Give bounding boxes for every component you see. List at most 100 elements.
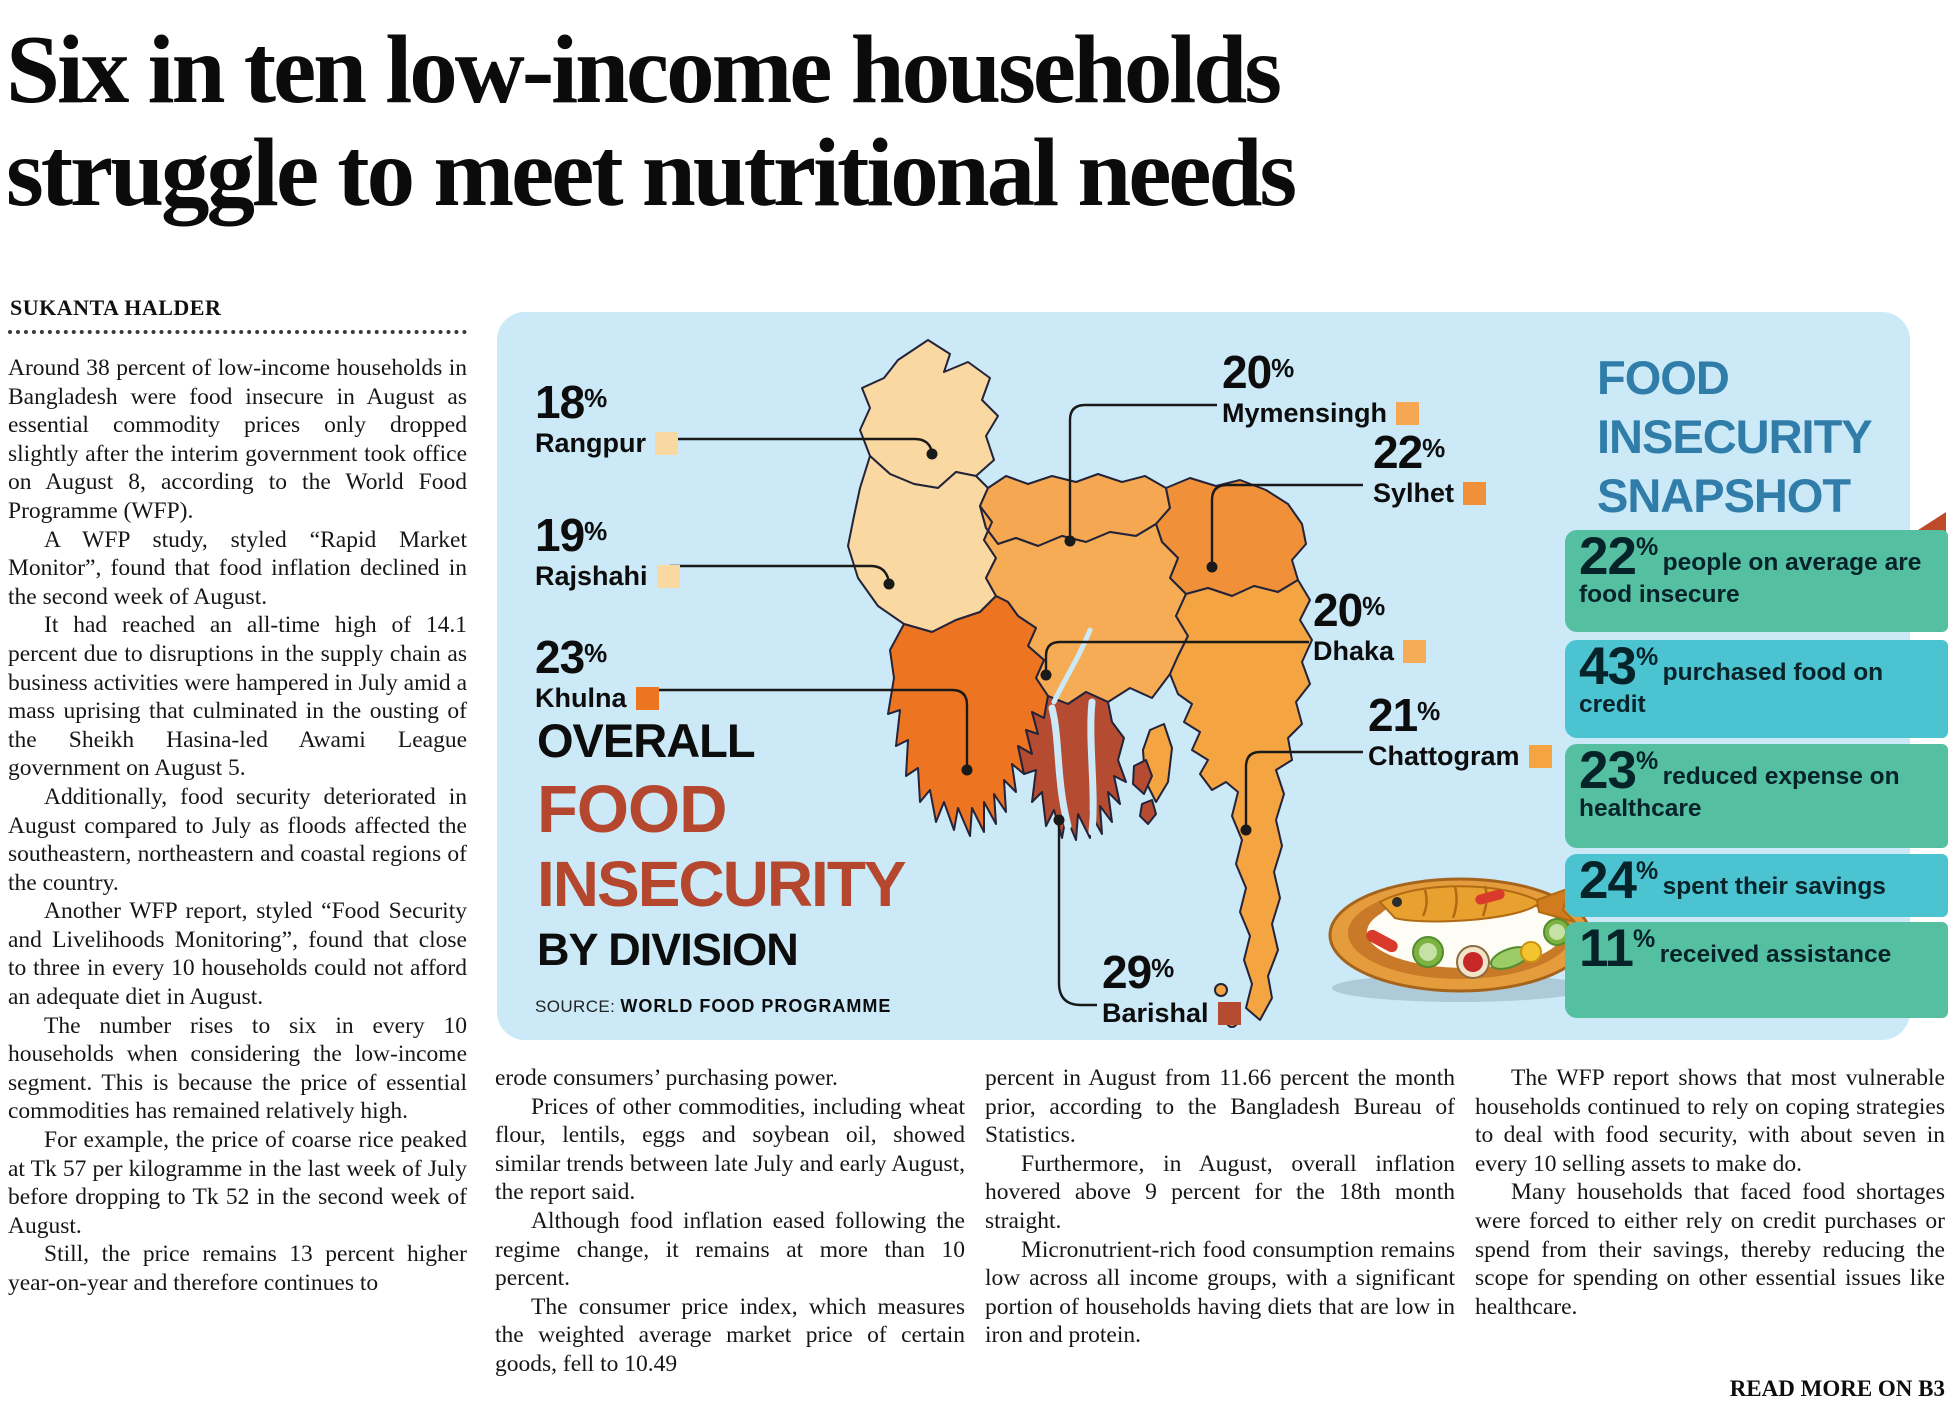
khulna-value: 23% — [535, 631, 608, 683]
fish-stripe-2 — [1451, 886, 1458, 919]
paragraph: It had reached an all-time high of 14.1 … — [8, 612, 467, 782]
chili-red-1 — [1366, 929, 1398, 953]
headline: Six in ten low-income households struggl… — [6, 18, 1606, 224]
leader-dhaka — [1044, 640, 1309, 673]
sylhet-name: Sylhet — [1373, 479, 1487, 508]
snapshot-title: FOOD INSECURITY SNAPSHOT — [1597, 348, 1873, 525]
snapshot-card-healthcare: 23% reduced expense on healthcare — [1565, 744, 1948, 848]
map-island-bhola — [1142, 723, 1173, 803]
infographic-panel: 18% Rangpur 19% Rajshahi 23% Khulna 20% … — [497, 312, 1948, 1040]
paragraph: The number rises to six in every 10 hous… — [8, 1012, 467, 1125]
title-insecurity: INSECURITY — [537, 848, 907, 920]
rangpur-name: Rangpur — [535, 429, 678, 458]
paragraph: Although food inflation eased following … — [495, 1207, 965, 1292]
map-river-2 — [1087, 698, 1097, 836]
label-barishal: 29% Barishal — [1102, 944, 1241, 1028]
map-region-chattogram — [1169, 579, 1313, 1021]
label-dhaka: 20% Dhaka — [1313, 582, 1427, 666]
rangpur-value: 18% — [535, 376, 608, 428]
barishal-name: Barishal — [1102, 999, 1241, 1028]
title-overall: OVERALL — [537, 714, 756, 767]
chili-red-2 — [1475, 889, 1505, 905]
infographic-title: OVERALL FOOD INSECURITY BY DIVISION — [537, 714, 907, 975]
leader-lines — [652, 403, 1363, 1007]
article-column-1: Around 38 percent of low-income househol… — [8, 354, 467, 1415]
leader-rangpur — [670, 437, 934, 453]
label-khulna: 23% Khulna — [535, 629, 659, 713]
paragraph: Micronutrient-rich food consumption rema… — [985, 1236, 1455, 1349]
map-dot-rajshahi — [883, 578, 895, 590]
source-value: WORLD FOOD PROGRAMME — [620, 996, 892, 1016]
leader-mymensingh — [1068, 403, 1217, 539]
lime-slice-2-pulp — [1549, 924, 1565, 940]
khulna-name: Khulna — [535, 684, 659, 713]
label-chattogram: 21% Chattogram — [1368, 687, 1552, 771]
chattogram-value: 21% — [1368, 689, 1441, 741]
barishal-value: 29% — [1102, 946, 1175, 998]
article-column-4: The WFP report shows that most vulnerabl… — [1475, 1064, 1945, 1415]
dhaka-value: 20% — [1313, 584, 1386, 636]
map-dot-rangpur — [926, 448, 938, 460]
card-fold-icon — [1915, 512, 1946, 532]
source-line: SOURCE: WORLD FOOD PROGRAMME — [535, 996, 891, 1017]
leader-khulna — [652, 688, 969, 768]
map-islet-red-1 — [1132, 759, 1153, 795]
headline-line1: Six in ten low-income households — [6, 16, 1282, 123]
paragraph: Around 38 percent of low-income househol… — [8, 355, 467, 524]
map-dot-chattogram — [1240, 824, 1252, 836]
map-river-1 — [1048, 704, 1072, 830]
map-dot-barishal — [1053, 814, 1065, 826]
leader-barishal — [1057, 822, 1097, 1007]
snapshot-card-food-insecure: 22% people on average are food insecure — [1565, 530, 1948, 632]
fish-eye — [1392, 897, 1402, 907]
snapshot-card-savings: 24% spent their savings — [1565, 854, 1948, 917]
chattogram-name: Chattogram — [1368, 742, 1552, 771]
chattogram-swatch — [1528, 745, 1552, 768]
map-islet-red-2 — [1139, 799, 1157, 825]
paragraph: erode consumers’ purchasing power. — [495, 1065, 838, 1091]
mymensingh-name: Mymensingh — [1222, 399, 1420, 428]
paragraph: percent in August from 11.66 percent the… — [985, 1065, 1455, 1149]
paragraph: Furthermore, in August, overall inflatio… — [985, 1150, 1455, 1234]
label-rajshahi: 19% Rajshahi — [535, 507, 680, 591]
mymensingh-value: 20% — [1222, 346, 1295, 398]
fish-stripe-1 — [1421, 889, 1428, 917]
byline-divider — [8, 330, 467, 334]
map-islet-gold-1 — [1214, 983, 1228, 997]
map-dot-dhaka — [1040, 669, 1052, 681]
rajshahi-value: 19% — [535, 509, 608, 561]
paragraph: FOOD — [1597, 351, 1730, 404]
sylhet-swatch — [1463, 482, 1487, 505]
dhaka-name: Dhaka — [1313, 637, 1427, 666]
label-mymensingh: 20% Mymensingh — [1222, 344, 1420, 428]
bangladesh-map — [847, 339, 1313, 1028]
snapshot-card-assistance: 11% received assistance — [1565, 922, 1948, 1018]
leader-rajshahi — [670, 564, 891, 583]
paragraph: The WFP report shows that most vulnerabl… — [1475, 1065, 1945, 1177]
paragraph: A WFP study, styled “Rapid Market Monito… — [8, 526, 467, 610]
paragraph: The consumer price index, which measures… — [495, 1293, 965, 1377]
source-label: SOURCE: — [535, 997, 616, 1016]
article-column-3: percent in August from 11.66 percent the… — [985, 1064, 1455, 1415]
label-rangpur: 18% Rangpur — [535, 374, 678, 458]
title-by-division: BY DIVISION — [537, 924, 799, 975]
headline-line2: struggle to meet nutritional needs — [6, 119, 1297, 226]
mymensingh-swatch — [1396, 402, 1420, 425]
lime-slice-1-pulp — [1419, 943, 1437, 961]
paragraph: SNAPSHOT — [1597, 469, 1851, 522]
title-food: FOOD — [537, 772, 728, 847]
paragraph: Still, the price remains 13 percent high… — [8, 1241, 467, 1296]
leader-sylhet — [1210, 483, 1363, 565]
map-dot-mymensingh — [1064, 535, 1076, 547]
khulna-swatch — [635, 687, 659, 710]
fried-item — [1520, 941, 1542, 963]
rangpur-swatch — [655, 432, 678, 455]
dhaka-swatch — [1403, 640, 1427, 663]
byline: SUKANTA HALDER — [10, 295, 222, 320]
rajshahi-name: Rajshahi — [535, 562, 680, 591]
paragraph: For example, the price of coarse rice pe… — [8, 1127, 467, 1239]
barishal-swatch — [1217, 1002, 1241, 1025]
map-region-barishal — [1017, 691, 1127, 841]
map-dot-sylhet — [1206, 561, 1218, 573]
article-column-2: erode consumers’ purchasing power. Prices… — [495, 1064, 965, 1415]
